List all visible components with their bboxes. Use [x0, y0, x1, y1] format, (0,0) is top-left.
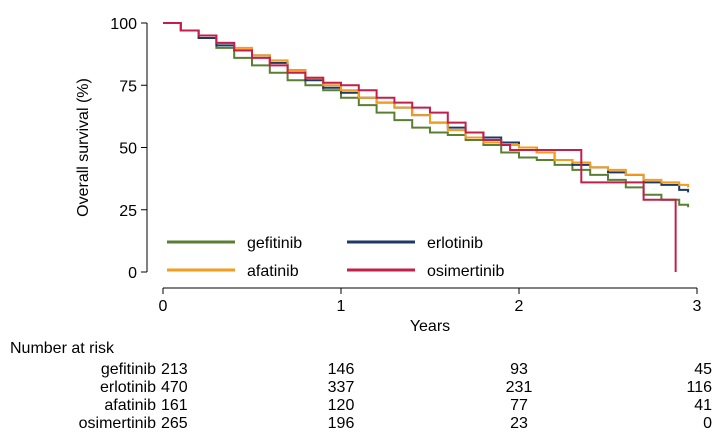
risk-value-erlotinib: 116 [686, 379, 712, 396]
axes: 0 25 50 75 100 0 1 2 3 Years Overall survival (%) [75, 16, 702, 335]
x-tick-label: 3 [693, 298, 702, 315]
risk-row-label-afatinib: afatinib [104, 397, 156, 414]
risk-value-osimertinib: 23 [510, 415, 528, 432]
risk-value-gefitinib: 146 [328, 361, 355, 378]
legend-label-gefitinib: gefitinib [247, 235, 302, 252]
risk-value-osimertinib: 196 [328, 415, 355, 432]
x-tick-label: 0 [159, 298, 168, 315]
risk-value-gefitinib: 213 [161, 361, 188, 378]
risk-row-label-gefitinib: gefitinib [101, 361, 156, 378]
series-line-afatinib [163, 22, 690, 188]
risk-value-erlotinib: 231 [506, 379, 533, 396]
y-tick-label: 50 [119, 141, 137, 158]
risk-value-erlotinib: 470 [161, 379, 188, 396]
risk-row-label-erlotinib: erlotinib [100, 379, 156, 396]
risk-row-label-osimertinib: osimertinib [79, 415, 156, 432]
series-layer [163, 22, 690, 272]
legend: gefitinib erlotinib afatinib osimertinib [167, 235, 504, 280]
risk-table-heading: Number at risk [10, 340, 115, 357]
legend-label-osimertinib: osimertinib [427, 263, 504, 280]
x-tick-label: 2 [515, 298, 524, 315]
risk-value-gefitinib: 93 [510, 361, 528, 378]
y-tick-label: 0 [128, 265, 137, 282]
legend-label-afatinib: afatinib [247, 263, 299, 280]
y-tick-label: 25 [119, 203, 137, 220]
risk-value-afatinib: 120 [328, 397, 355, 414]
series-line-gefitinib [163, 22, 690, 208]
risk-value-afatinib: 41 [694, 397, 712, 414]
risk-value-osimertinib: 265 [161, 415, 188, 432]
legend-label-erlotinib: erlotinib [427, 235, 483, 252]
x-axis-title: Years [410, 318, 450, 335]
x-tick-label: 1 [337, 298, 346, 315]
risk-value-erlotinib: 337 [328, 379, 355, 396]
risk-value-afatinib: 77 [510, 397, 528, 414]
y-axis-title: Overall survival (%) [75, 78, 92, 217]
y-tick-label: 75 [119, 78, 137, 95]
risk-table: Number at risk gefitinib 213 146 93 45 erlotin… [10, 340, 712, 432]
risk-value-gefitinib: 45 [694, 361, 712, 378]
risk-value-osimertinib: 0 [703, 415, 712, 432]
series-line-osimertinib [163, 22, 677, 272]
risk-value-afatinib: 161 [161, 397, 188, 414]
y-tick-label: 100 [110, 16, 137, 33]
